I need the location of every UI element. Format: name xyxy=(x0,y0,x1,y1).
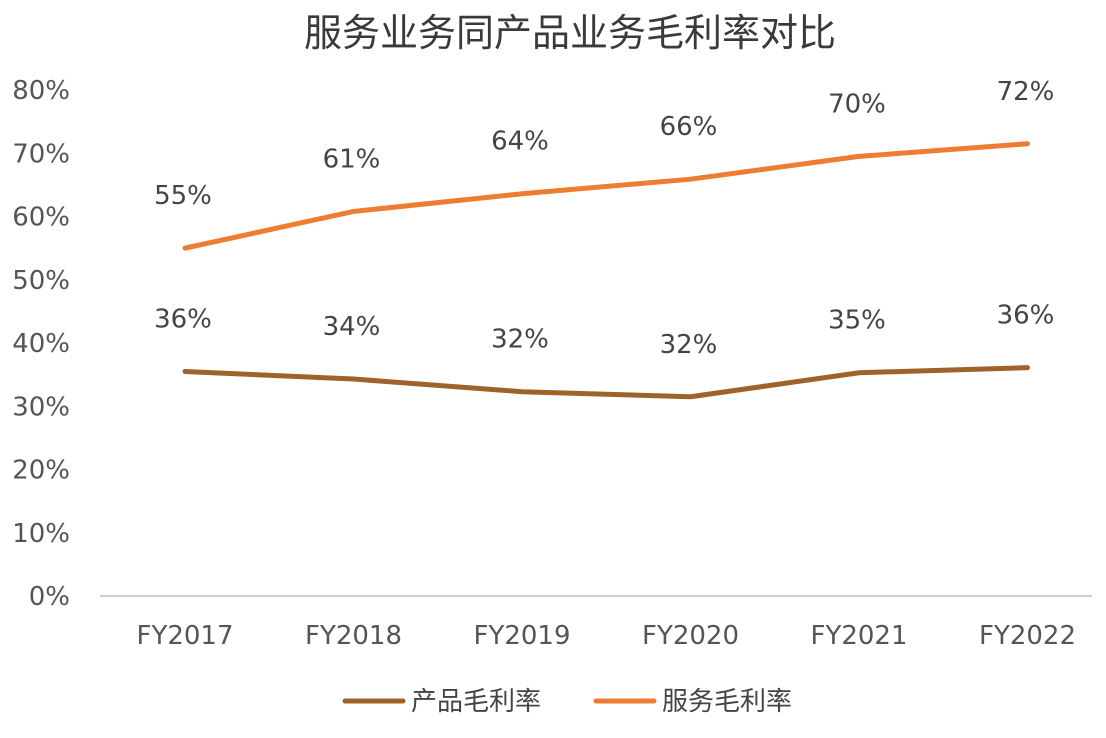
y-tick-label: 70% xyxy=(12,139,70,169)
y-tick-label: 80% xyxy=(12,76,70,106)
x-axis-ticks: FY2017 FY2018 FY2019 FY2020 FY2021 FY2022 xyxy=(136,621,1076,651)
legend-label: 服务毛利率 xyxy=(662,687,792,717)
x-tick-label: FY2021 xyxy=(810,621,907,651)
data-label: 35% xyxy=(828,306,886,336)
chart-title: 服务业务同产品业务毛利率对比 xyxy=(304,11,836,55)
series-lines xyxy=(182,141,1030,400)
data-label: 32% xyxy=(660,330,718,360)
x-tick-label: FY2017 xyxy=(136,621,233,651)
y-axis-ticks: 0% 10% 20% 30% 40% 50% 60% 70% 80% xyxy=(12,76,70,612)
data-label: 34% xyxy=(323,312,381,342)
series-line-0 xyxy=(182,365,1030,400)
data-label: 36% xyxy=(154,304,212,334)
series-line-1 xyxy=(182,141,1030,251)
y-tick-label: 50% xyxy=(12,266,70,296)
y-tick-label: 0% xyxy=(29,582,70,612)
y-tick-label: 30% xyxy=(12,392,70,422)
legend: 产品毛利率 服务毛利率 xyxy=(342,687,792,717)
data-label: 61% xyxy=(323,144,381,174)
x-tick-label: FY2019 xyxy=(473,621,570,651)
data-label: 32% xyxy=(491,325,549,355)
y-tick-label: 20% xyxy=(12,456,70,486)
data-label: 55% xyxy=(154,181,212,211)
y-tick-label: 60% xyxy=(12,203,70,233)
data-label: 36% xyxy=(997,301,1055,331)
data-label: 70% xyxy=(828,89,886,119)
y-tick-label: 40% xyxy=(12,329,70,359)
data-label: 66% xyxy=(660,112,718,142)
data-label: 64% xyxy=(491,127,549,157)
data-labels: 36% 34% 32% 32% 35% 36% 55% 61% 64% 66% 70% 72% xyxy=(154,77,1054,360)
x-tick-label: FY2022 xyxy=(979,621,1076,651)
x-tick-label: FY2020 xyxy=(642,621,739,651)
data-label: 72% xyxy=(997,77,1055,107)
y-tick-label: 10% xyxy=(12,519,70,549)
legend-label: 产品毛利率 xyxy=(411,687,541,717)
x-tick-label: FY2018 xyxy=(305,621,402,651)
